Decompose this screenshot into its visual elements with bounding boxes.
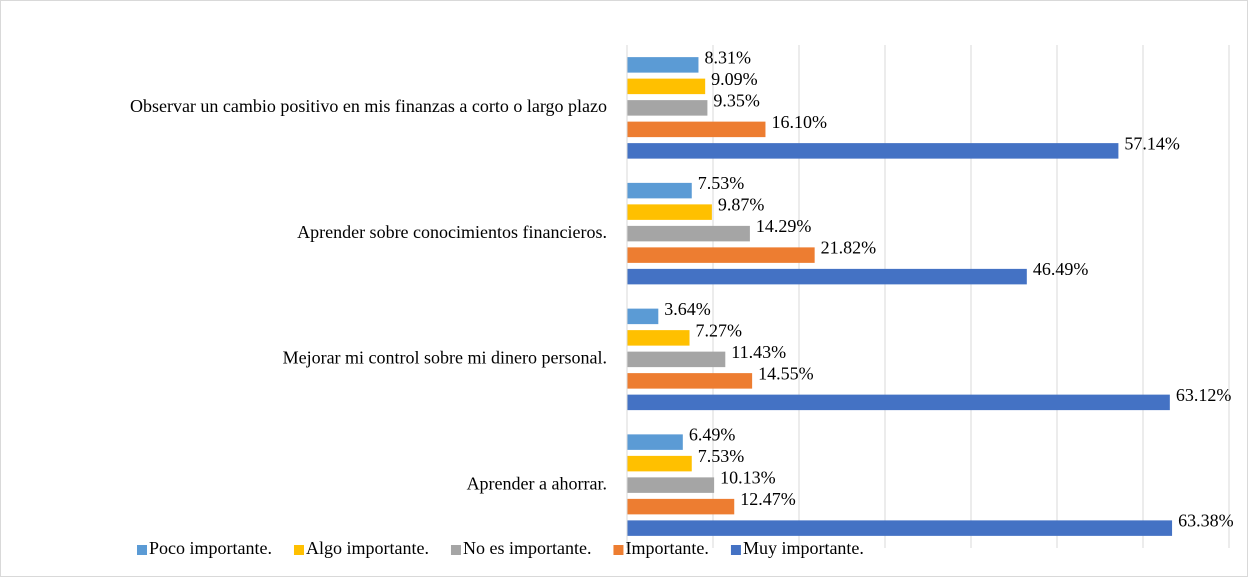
bar bbox=[627, 394, 1170, 411]
bar bbox=[627, 121, 766, 138]
legend-label: Muy importante. bbox=[743, 538, 864, 558]
data-label: 11.43% bbox=[731, 342, 786, 362]
legend-swatch bbox=[293, 545, 304, 555]
data-label: 12.47% bbox=[740, 489, 796, 509]
data-label: 63.38% bbox=[1178, 511, 1234, 531]
data-label: 57.14% bbox=[1124, 133, 1180, 153]
legend-label: Poco importante. bbox=[149, 538, 272, 558]
bar bbox=[627, 498, 735, 515]
legend-label: Importante. bbox=[625, 538, 708, 558]
legend-swatch bbox=[450, 545, 461, 555]
bar bbox=[627, 434, 683, 450]
data-label: 14.29% bbox=[756, 216, 812, 236]
data-label: 16.10% bbox=[771, 112, 827, 132]
bar bbox=[627, 204, 712, 220]
bar bbox=[627, 225, 750, 242]
category-label: Mejorar mi control sobre mi dinero perso… bbox=[283, 348, 607, 368]
data-label: 6.49% bbox=[689, 425, 736, 445]
data-label: 63.12% bbox=[1176, 385, 1232, 405]
bar bbox=[627, 268, 1027, 285]
data-label: 9.09% bbox=[711, 69, 758, 89]
bar bbox=[627, 455, 692, 472]
bar bbox=[627, 182, 692, 199]
category-label: Aprender a ahorrar. bbox=[467, 473, 607, 493]
data-label: 14.55% bbox=[758, 363, 814, 383]
data-label: 9.87% bbox=[718, 195, 765, 215]
bar bbox=[627, 477, 715, 493]
data-label: 46.49% bbox=[1033, 259, 1089, 279]
data-label: 7.27% bbox=[696, 320, 743, 340]
bar bbox=[627, 520, 1173, 536]
bar bbox=[627, 330, 690, 346]
data-label: 9.35% bbox=[713, 90, 760, 110]
legend-label: Algo importante. bbox=[306, 538, 429, 558]
data-label: 21.82% bbox=[821, 238, 877, 258]
data-label: 7.53% bbox=[698, 446, 745, 466]
bar bbox=[627, 100, 708, 116]
data-label: 10.13% bbox=[720, 468, 776, 488]
data-label: 7.53% bbox=[698, 173, 745, 193]
data-label: 3.64% bbox=[664, 299, 711, 319]
bar bbox=[627, 57, 699, 73]
bar bbox=[627, 143, 1119, 159]
data-label: 8.31% bbox=[704, 47, 751, 67]
legend-swatch bbox=[613, 545, 624, 555]
legend-swatch bbox=[730, 545, 741, 555]
bar bbox=[627, 373, 753, 389]
legend-swatch bbox=[137, 545, 147, 555]
category-label: Aprender sobre conocimientos financieros… bbox=[297, 222, 607, 242]
bar bbox=[627, 247, 815, 263]
legend-label: No es importante. bbox=[463, 538, 591, 558]
bar bbox=[627, 78, 706, 95]
bar bbox=[627, 308, 659, 325]
bar bbox=[627, 351, 726, 368]
category-label: Observar un cambio positivo en mis finan… bbox=[130, 96, 607, 116]
